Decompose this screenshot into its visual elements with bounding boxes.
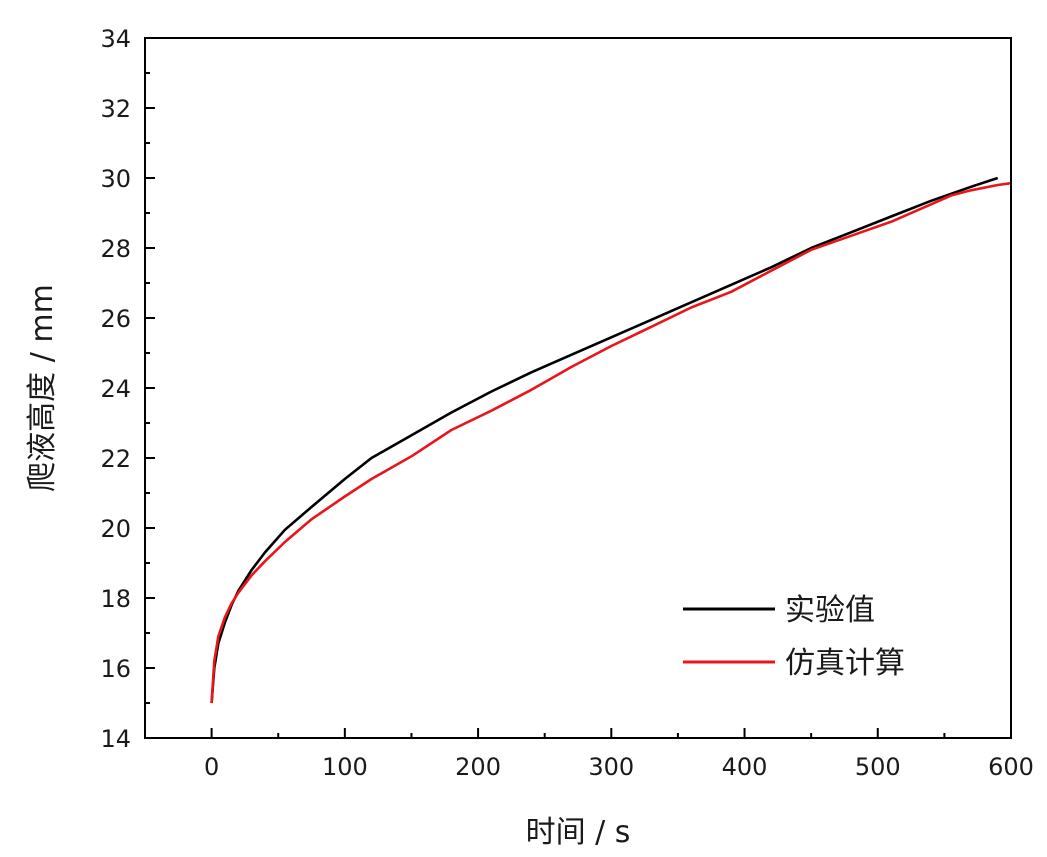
plot-frame bbox=[144, 37, 1012, 739]
x-axis-title: 时间 / s bbox=[526, 815, 631, 850]
y-tick-label: 28 bbox=[100, 235, 131, 263]
y-tick-label: 30 bbox=[100, 165, 131, 193]
y-tick-label: 22 bbox=[100, 445, 131, 473]
y-tick-label: 18 bbox=[100, 585, 131, 613]
x-tick-label: 400 bbox=[722, 753, 768, 781]
y-tick-label: 24 bbox=[100, 375, 131, 403]
x-tick-label: 100 bbox=[322, 753, 368, 781]
series-line-experimental bbox=[210, 176, 999, 704]
y-tick-label: 14 bbox=[100, 725, 131, 753]
series-line-simulation bbox=[210, 181, 1012, 704]
y-axis: 14 16 18 20 22 24 26 28 30 32 34 bbox=[100, 25, 155, 753]
x-tick-label: 200 bbox=[455, 753, 501, 781]
x-axis: 0 100 200 300 400 500 600 bbox=[144, 728, 1034, 781]
y-tick-label: 26 bbox=[100, 305, 131, 333]
y-tick-label: 34 bbox=[100, 25, 131, 53]
x-tick-label: 500 bbox=[855, 753, 901, 781]
y-tick-label: 16 bbox=[100, 655, 131, 683]
x-tick-label: 0 bbox=[204, 753, 219, 781]
legend-label-simulation: 仿真计算 bbox=[785, 646, 905, 681]
series-layer bbox=[210, 176, 1012, 704]
y-tick-label: 20 bbox=[100, 515, 131, 543]
y-tick-label: 32 bbox=[100, 95, 131, 123]
legend-label-experimental: 实验值 bbox=[785, 593, 875, 628]
x-tick-label: 600 bbox=[988, 753, 1034, 781]
y-axis-title: 爬液高度 / mm bbox=[25, 284, 60, 492]
legend: 实验值 仿真计算 bbox=[683, 593, 905, 681]
x-tick-label: 300 bbox=[588, 753, 634, 781]
